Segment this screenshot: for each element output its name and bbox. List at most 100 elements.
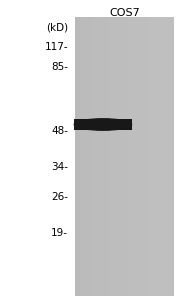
Bar [143,16,144,296]
Bar [104,16,105,296]
Bar [94,16,95,296]
Bar [114,16,115,296]
Bar [77,16,78,296]
Bar [152,16,153,296]
Bar [132,16,133,296]
Bar [149,16,150,296]
Bar [125,16,126,296]
Bar [121,16,122,296]
Bar [172,16,173,296]
Bar [120,16,121,296]
Bar [126,16,127,296]
Bar [146,16,147,296]
Bar [124,16,125,296]
Bar [169,16,170,296]
Bar [84,16,85,296]
Bar [138,16,139,296]
Bar [86,16,87,296]
Bar [91,16,92,296]
Bar [167,16,168,296]
Bar [95,16,96,296]
Bar [135,16,136,296]
Text: (kD): (kD) [46,22,68,32]
Bar [148,16,149,296]
Bar [130,16,131,296]
Bar [96,16,97,296]
Text: 117-: 117- [44,41,68,52]
Bar [162,16,163,296]
Bar [129,16,130,296]
Bar [154,16,155,296]
Bar [133,16,134,296]
Bar [147,16,148,296]
Bar [165,16,166,296]
Bar [90,16,91,296]
Bar [144,16,145,296]
Bar [163,16,164,296]
Bar [161,16,162,296]
Bar [89,16,90,296]
Bar [81,16,82,296]
Bar [110,16,111,296]
Bar [168,16,169,296]
Bar [105,16,106,296]
Bar [85,16,86,296]
Bar [128,16,129,296]
Bar [108,16,109,296]
Bar [151,16,152,296]
Bar [123,16,124,296]
Bar [74,119,132,130]
Bar [111,16,112,296]
Bar [137,16,138,296]
Bar [79,16,80,296]
Bar [109,16,110,296]
Bar [78,16,79,296]
Bar [75,16,76,296]
Bar [118,16,119,296]
Bar [116,16,117,296]
Bar [164,16,165,296]
Bar [101,16,102,296]
Bar [103,16,104,296]
Bar [159,16,160,296]
Bar [136,16,137,296]
Bar [121,16,122,296]
Bar [99,16,100,296]
Bar [142,16,143,296]
Bar [122,16,123,296]
Bar [158,16,159,296]
Bar [156,16,157,296]
Bar [83,16,84,296]
Bar [93,16,94,296]
Bar [160,16,161,296]
Bar [92,16,93,296]
Text: COS7: COS7 [109,8,140,18]
Bar [112,16,113,296]
Bar [117,16,118,296]
Text: 34-: 34- [51,161,68,172]
Bar [97,16,98,296]
Bar [157,16,158,296]
Bar [140,16,141,296]
Bar [173,16,174,296]
Bar [153,16,154,296]
Text: 26-: 26- [51,191,68,202]
Bar [145,16,146,296]
Bar [98,16,99,296]
Text: 19-: 19- [51,227,68,238]
Bar [106,16,107,296]
Bar [82,16,83,296]
Ellipse shape [74,119,132,130]
Bar [127,16,128,296]
Bar [88,16,89,296]
Bar [139,16,140,296]
Bar [155,16,156,296]
Text: 48-: 48- [51,125,68,136]
Bar [80,16,81,296]
Bar [150,16,151,296]
Bar [117,16,118,296]
Bar [87,16,88,296]
Bar [119,16,120,296]
Text: 85-: 85- [51,62,68,73]
Bar [76,16,77,296]
